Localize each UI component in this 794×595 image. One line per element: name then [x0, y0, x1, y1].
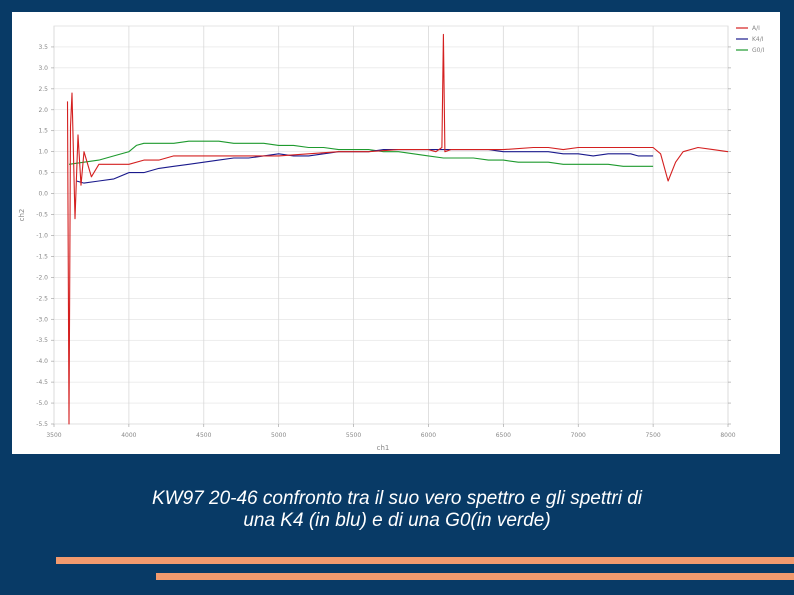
y-tick-label: -2.0 — [36, 274, 48, 281]
x-tick-label: 6000 — [421, 432, 436, 439]
y-tick-label: 3.5 — [38, 44, 48, 51]
y-tick-label: -4.0 — [36, 358, 48, 365]
y-tick-label: 2.0 — [38, 107, 48, 114]
y-tick-label: 1.5 — [38, 128, 48, 135]
slide-caption: KW97 20-46 confronto tra il suo vero spe… — [40, 488, 754, 532]
x-tick-label: 5000 — [271, 432, 286, 439]
y-tick-label: -5.0 — [36, 400, 48, 407]
decorative-bar-top — [56, 557, 794, 564]
legend-entry: K4/I — [752, 36, 764, 43]
x-tick-label: 5500 — [346, 432, 361, 439]
x-tick-label: 3500 — [46, 432, 61, 439]
y-tick-label: 3.0 — [38, 65, 48, 72]
x-tick-label: 6500 — [496, 432, 511, 439]
legend: A/I K4/I G0/I — [736, 25, 764, 54]
y-tick-label: -5.5 — [36, 421, 48, 428]
x-axis-title: ch1 — [377, 444, 390, 452]
y-tick-label: 2.5 — [38, 86, 48, 93]
y-tick-label: 0.0 — [38, 191, 48, 198]
x-tick-label: 7000 — [571, 432, 586, 439]
caption-line-1: KW97 20-46 confronto tra il suo vero spe… — [151, 488, 643, 509]
y-tick-label: -1.0 — [36, 232, 48, 239]
spectrum-chart: 3500 4000 4500 5000 5500 6000 6500 7000 7500 8000… — [18, 25, 764, 452]
x-tick-label: 4000 — [121, 432, 136, 439]
y-tick-label: 1.0 — [38, 149, 48, 156]
x-tick-label: 7500 — [645, 432, 660, 439]
legend-entry: G0/I — [752, 47, 764, 54]
y-tick-label: -3.0 — [36, 316, 48, 323]
y-axis-title: ch2 — [18, 209, 26, 222]
x-tick-label: 4500 — [196, 432, 211, 439]
series-line-k4 — [76, 149, 654, 184]
legend-entry: A/I — [752, 25, 760, 32]
y-tick-label: -2.5 — [36, 295, 48, 302]
y-tick-label: -0.5 — [36, 212, 48, 219]
y-tick-label: -1.5 — [36, 253, 48, 260]
x-tick-label: 8000 — [720, 432, 735, 439]
y-tick-label: -4.5 — [36, 379, 48, 386]
series-line-g0 — [68, 140, 654, 167]
decorative-bar-bottom — [156, 573, 794, 580]
grid-lines — [53, 25, 729, 425]
axis-layer: 3500 4000 4500 5000 5500 6000 6500 7000 7500 8000… — [36, 44, 736, 439]
chart-panel: 3500 4000 4500 5000 5500 6000 6500 7000 7500 8000… — [12, 12, 780, 454]
caption-line-2: una K4 (in blu) e di una G0(in verde) — [243, 510, 551, 531]
y-tick-label: -3.5 — [36, 337, 48, 344]
series-line-a — [66, 33, 729, 425]
y-tick-label: 0.5 — [38, 170, 48, 177]
plot-frame — [53, 25, 729, 425]
series-layer — [66, 33, 729, 425]
